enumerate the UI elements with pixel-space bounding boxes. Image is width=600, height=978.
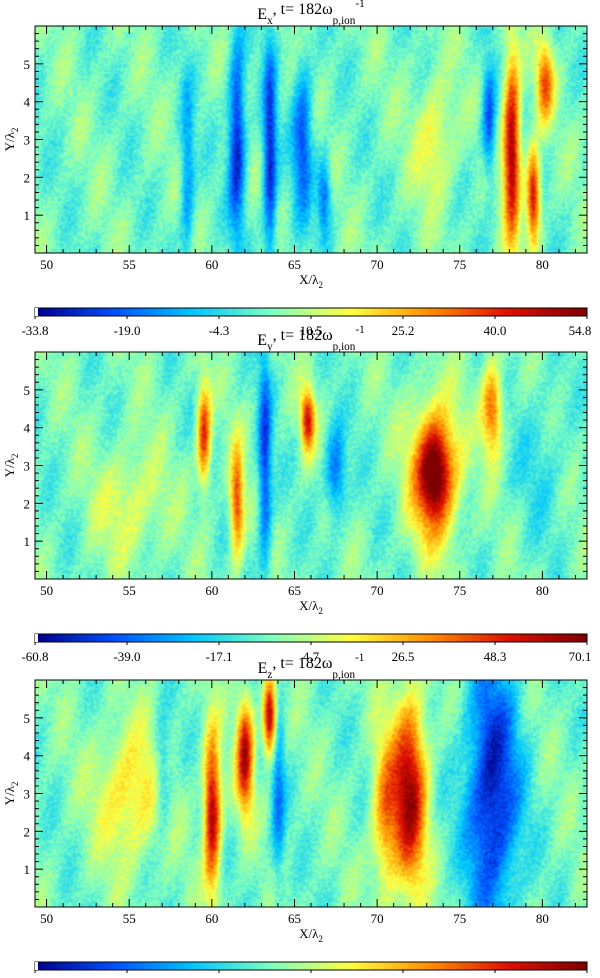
colorbar-tick-label: 26.5: [392, 649, 415, 664]
y-tick-label: 5: [24, 383, 31, 398]
panel-title-sup: -1: [355, 0, 364, 10]
x-axis-label-sub: 2: [318, 606, 323, 616]
colorbar-tick-label: -33.8: [21, 323, 48, 338]
colorbar-tick-label: 10.5: [300, 323, 323, 338]
y-tick-label: 2: [24, 496, 31, 511]
colorbar-tick-label: 4.7: [303, 649, 320, 664]
colorbar-end-marker: [35, 308, 38, 316]
y-axis-label-sub: 2: [10, 781, 20, 786]
colorbar-tick-label: -60.8: [21, 649, 48, 664]
y-tick-label: 4: [24, 749, 31, 764]
colorbar: [35, 634, 587, 642]
y-axis-label-sub: 2: [10, 453, 20, 458]
panel-1: Ex, t= 182ωp,ion-150 55 60 65 70 75 8012345X/λ…: [2, 0, 591, 338]
y-axis-label-base: Y/λ: [2, 785, 17, 805]
x-axis-label: X/λ2: [299, 272, 323, 290]
y-axis-label: Y/λ2: [2, 127, 20, 151]
x-tick-label: 60: [205, 911, 218, 926]
x-tick-label: 65: [288, 583, 301, 598]
x-axis-label-base: X/λ: [299, 272, 319, 287]
panel-title-rest: , t= 182ω: [273, 1, 333, 18]
y-axis-label-sub: 2: [10, 127, 20, 132]
colorbar: [35, 308, 587, 316]
panel-title-sub: z: [267, 669, 272, 681]
panel-title-sub: y: [267, 341, 273, 353]
colorbar-tick-label: 25.2: [392, 323, 415, 338]
x-tick-label: 50: [40, 911, 53, 926]
y-tick-label: 2: [24, 824, 31, 839]
x-tick-label: 80: [536, 911, 549, 926]
colorbar-end-marker: [35, 962, 38, 970]
y-tick-label: 5: [24, 57, 31, 72]
colorbar: [35, 962, 587, 970]
x-tick-label: 55: [123, 911, 136, 926]
colorbar-tick-label: -19.0: [113, 323, 140, 338]
y-tick-label: 1: [24, 208, 31, 223]
panel-title-base: E: [257, 332, 267, 349]
y-tick-label: 3: [24, 787, 31, 802]
panel-title: Ey, t= 182ωp,ion -1: [257, 324, 364, 353]
y-tick-label: 1: [24, 862, 31, 877]
x-axis-label-sub: 2: [318, 280, 323, 290]
panel-title-base: E: [258, 660, 268, 677]
y-tick-label: 2: [24, 170, 31, 185]
panel-title: Ez, t= 182ωp,ion-1: [258, 652, 365, 681]
x-tick-label: 70: [371, 257, 384, 272]
x-tick-label: 75: [453, 583, 466, 598]
x-tick-label: 80: [536, 583, 549, 598]
y-tick-label: 5: [24, 711, 31, 726]
panel-2: Ey, t= 182ωp,ion-150 55 60 65 70 75 8012345X/λ…: [2, 324, 591, 664]
x-tick-label: 50: [40, 583, 53, 598]
x-tick-label: 65: [288, 911, 301, 926]
colorbar-tick-label: -4.3: [209, 323, 230, 338]
panel-title-rest: , t= 182ω: [273, 327, 333, 344]
x-axis-label-base: X/λ: [299, 926, 319, 941]
x-tick-label: 50: [40, 257, 53, 272]
colorbar-tick-label: 48.3: [484, 649, 507, 664]
panel-title-base: E: [257, 6, 267, 23]
y-tick-label: 4: [24, 95, 31, 110]
heatmap-image: [35, 26, 587, 253]
panel-title-rest: , t= 182ω: [272, 655, 332, 672]
x-tick-label: 60: [205, 257, 218, 272]
panel-title-sub: x: [267, 15, 273, 27]
y-axis-label-base: Y/λ: [2, 457, 17, 477]
y-axis-label: Y/λ2: [2, 781, 20, 805]
panel-title-sup: -1: [355, 652, 364, 664]
y-tick-label: 3: [24, 133, 31, 148]
x-tick-label: 75: [453, 911, 466, 926]
colorbar-tick-label: 70.1: [569, 649, 592, 664]
x-tick-label: 70: [371, 911, 384, 926]
panel-title-sup: -1: [355, 324, 364, 336]
heatmap-image: [35, 680, 587, 907]
x-axis-label: X/λ2: [299, 926, 323, 944]
colorbar-tick-label: 54.8: [569, 323, 592, 338]
x-tick-label: 55: [123, 583, 136, 598]
x-tick-label: 75: [453, 257, 466, 272]
x-tick-label: 60: [205, 583, 218, 598]
y-axis-label: Y/λ2: [2, 453, 20, 477]
colorbar-tick-label: -17.1: [205, 649, 232, 664]
x-axis-label: X/λ2: [299, 598, 323, 616]
y-tick-label: 3: [24, 459, 31, 474]
y-axis-label-base: Y/λ: [2, 131, 17, 151]
x-tick-label: 80: [536, 257, 549, 272]
panel-title: Ex, t= 182ωp,ion -1: [257, 0, 364, 27]
y-tick-label: 4: [24, 421, 31, 436]
colorbar-tick-label: 40.0: [484, 323, 507, 338]
x-axis-label-sub: 2: [318, 934, 323, 944]
panel-title-sub2: p,ion: [332, 669, 355, 681]
x-axis-label-base: X/λ: [299, 598, 319, 613]
heatmap-image: [35, 352, 587, 579]
colorbar-end-marker: [35, 634, 38, 642]
y-tick-label: 1: [24, 534, 31, 549]
x-tick-label: 70: [371, 583, 384, 598]
panel-3: Ez, t= 182ωp,ion-150 55 60 65 70 75 8012345X/λ…: [2, 652, 591, 978]
colorbar-tick-label: -39.0: [113, 649, 140, 664]
panel-title-sub2: p,ion: [333, 15, 356, 27]
x-tick-label: 55: [123, 257, 136, 272]
panel-title-sub2: p,ion: [333, 341, 356, 353]
x-tick-label: 65: [288, 257, 301, 272]
